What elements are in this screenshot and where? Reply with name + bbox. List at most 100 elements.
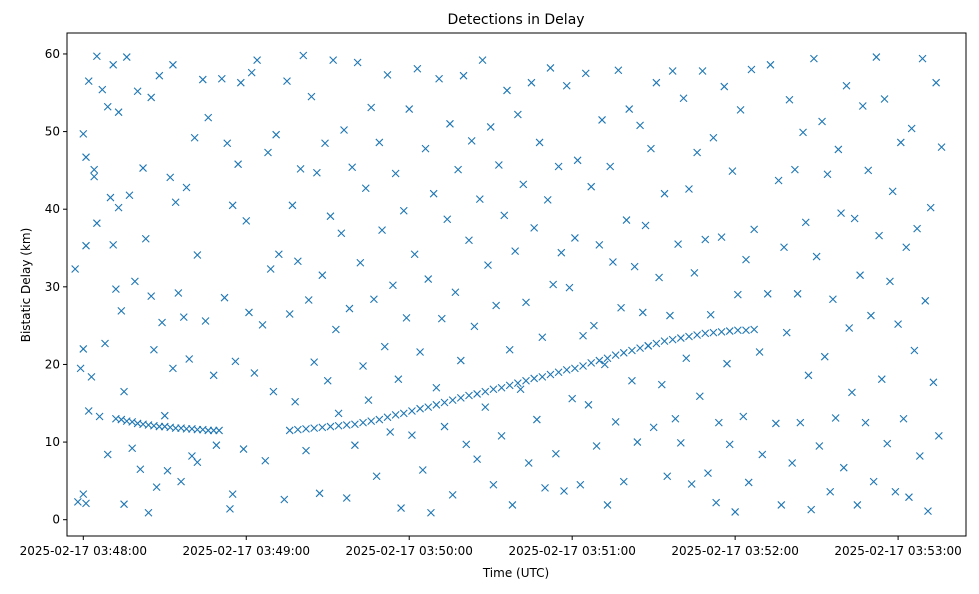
data-point xyxy=(82,499,90,508)
plot-frame xyxy=(66,32,967,537)
data-point xyxy=(557,248,566,257)
track-data-point xyxy=(408,407,416,415)
track-data-point xyxy=(644,341,653,350)
data-point xyxy=(516,385,525,394)
data-point xyxy=(169,364,177,373)
data-point xyxy=(82,241,90,250)
data-point xyxy=(489,480,498,489)
data-point xyxy=(777,501,786,509)
data-point xyxy=(473,455,482,464)
data-point xyxy=(82,153,90,162)
track-data-point xyxy=(456,393,465,402)
data-point xyxy=(511,247,520,256)
track-data-point xyxy=(676,334,685,342)
data-point xyxy=(378,226,386,235)
data-point xyxy=(367,103,376,112)
track-data-point xyxy=(117,415,126,424)
track-data-point xyxy=(546,370,555,379)
data-point xyxy=(915,452,924,460)
data-point xyxy=(326,212,335,221)
track-data-point xyxy=(685,332,693,341)
data-point xyxy=(174,289,183,297)
x-tick-label: 2025-02-17 03:49:00 xyxy=(183,544,310,558)
track-data-point xyxy=(375,415,384,424)
data-point xyxy=(799,128,807,137)
data-point xyxy=(375,138,384,147)
data-point xyxy=(351,441,359,450)
data-point xyxy=(133,87,142,96)
track-data-point xyxy=(215,426,223,435)
data-point xyxy=(380,342,389,351)
data-point xyxy=(750,225,759,234)
data-point xyxy=(883,439,892,448)
data-point xyxy=(158,318,166,327)
track-data-point xyxy=(424,403,433,412)
plot-marks xyxy=(71,51,946,517)
data-point xyxy=(829,295,837,304)
data-point xyxy=(850,214,859,223)
track-data-point xyxy=(587,359,596,367)
data-point xyxy=(312,168,321,177)
track-data-point xyxy=(725,327,734,335)
data-point xyxy=(695,392,704,401)
data-point xyxy=(258,320,267,329)
x-axis: 2025-02-17 03:48:00 2025-02-17 03:49:00 20… xyxy=(20,536,962,558)
track-data-point xyxy=(367,417,376,426)
data-point xyxy=(663,472,672,481)
data-point xyxy=(655,273,663,282)
data-point xyxy=(302,446,310,455)
track-data-point xyxy=(668,335,677,344)
data-point xyxy=(177,477,185,486)
x-axis-label: Time (UTC) xyxy=(482,566,549,580)
data-point xyxy=(785,95,794,104)
data-point xyxy=(283,77,291,86)
data-point xyxy=(758,450,767,459)
data-point xyxy=(242,216,251,225)
data-point xyxy=(617,303,625,312)
track-data-point xyxy=(448,396,457,405)
data-point xyxy=(584,400,593,409)
data-point xyxy=(435,74,443,83)
data-point xyxy=(345,304,354,313)
track-data-point xyxy=(383,413,392,422)
data-point xyxy=(92,52,101,61)
data-point xyxy=(234,160,242,169)
data-point xyxy=(532,415,541,424)
data-point xyxy=(810,54,818,63)
track-data-point xyxy=(733,326,742,335)
data-point xyxy=(877,375,886,384)
data-point xyxy=(867,311,875,320)
data-point xyxy=(201,317,210,325)
data-point xyxy=(934,431,943,440)
data-point xyxy=(880,95,889,103)
data-point xyxy=(103,102,112,111)
track-data-point xyxy=(326,422,335,431)
data-point xyxy=(910,346,919,355)
data-point xyxy=(90,172,99,181)
track-data-point xyxy=(742,326,750,335)
data-point xyxy=(470,322,479,331)
data-point xyxy=(668,67,677,75)
data-point xyxy=(551,449,560,458)
data-point xyxy=(356,258,365,267)
data-point xyxy=(342,494,351,502)
y-tick-label: 10 xyxy=(45,435,60,449)
data-point xyxy=(152,483,161,491)
data-point xyxy=(427,508,435,517)
data-point xyxy=(318,271,327,280)
data-point xyxy=(280,495,289,504)
data-point xyxy=(247,68,256,77)
data-point xyxy=(481,403,490,412)
data-point xyxy=(101,339,109,348)
data-point xyxy=(209,371,218,380)
data-point xyxy=(560,487,568,495)
data-point xyxy=(272,130,281,139)
track-data-point xyxy=(416,404,424,413)
track-data-point xyxy=(619,348,628,357)
track-data-point xyxy=(302,424,310,433)
track-data-point xyxy=(538,372,547,381)
y-tick-label: 0 xyxy=(52,513,60,527)
data-point xyxy=(709,133,718,142)
data-point xyxy=(796,418,805,427)
track-data-point xyxy=(652,339,661,348)
